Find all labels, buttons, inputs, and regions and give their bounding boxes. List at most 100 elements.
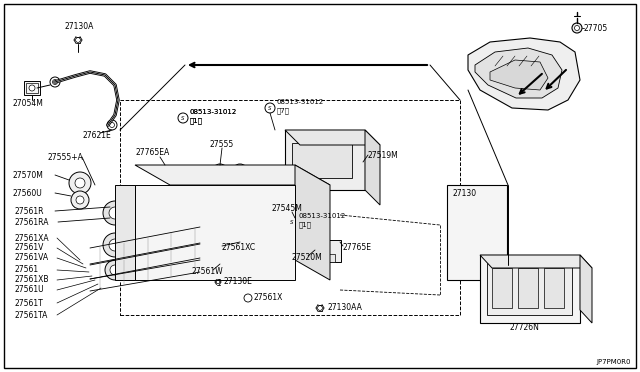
- Text: 27561VA: 27561VA: [14, 253, 48, 263]
- Text: JP7PM0R0: JP7PM0R0: [596, 359, 630, 365]
- Bar: [447, 185, 507, 280]
- Text: 27520M: 27520M: [292, 253, 323, 263]
- Bar: [201, 241, 224, 252]
- Circle shape: [109, 239, 121, 251]
- Text: 27561X: 27561X: [254, 294, 284, 302]
- Text: 08513-31012: 08513-31012: [190, 109, 237, 115]
- Text: 27765EA: 27765EA: [135, 148, 169, 157]
- Bar: [518, 268, 538, 308]
- Text: 27561TA: 27561TA: [14, 311, 47, 320]
- Polygon shape: [295, 165, 330, 280]
- Text: 27561V: 27561V: [14, 244, 44, 253]
- Circle shape: [50, 77, 60, 87]
- Text: 27519M: 27519M: [368, 151, 399, 160]
- Circle shape: [232, 164, 248, 180]
- Bar: [492, 268, 512, 308]
- Text: 27130: 27130: [453, 189, 477, 198]
- Bar: [257, 241, 280, 252]
- Polygon shape: [468, 38, 580, 110]
- Text: 27555+A: 27555+A: [47, 153, 83, 161]
- Bar: [173, 257, 196, 268]
- Circle shape: [109, 122, 115, 128]
- Circle shape: [69, 172, 91, 194]
- Circle shape: [29, 85, 35, 91]
- Text: S: S: [291, 219, 294, 224]
- Text: 27054M: 27054M: [12, 99, 43, 108]
- Circle shape: [75, 178, 85, 188]
- Circle shape: [164, 168, 172, 176]
- Bar: [257, 257, 280, 268]
- Circle shape: [76, 38, 81, 42]
- Bar: [145, 208, 175, 221]
- Bar: [145, 241, 168, 252]
- Circle shape: [71, 191, 89, 209]
- Circle shape: [105, 260, 125, 280]
- Bar: [480, 255, 580, 323]
- Bar: [26, 83, 38, 93]
- Text: 27570M: 27570M: [12, 170, 43, 180]
- Circle shape: [178, 113, 188, 123]
- Bar: [257, 225, 280, 237]
- Circle shape: [52, 80, 58, 84]
- Bar: [120, 100, 460, 315]
- Polygon shape: [365, 130, 380, 205]
- Bar: [229, 257, 252, 268]
- Bar: [325, 240, 341, 262]
- Bar: [145, 225, 168, 237]
- Text: 27130AA: 27130AA: [328, 304, 363, 312]
- Text: 27561W: 27561W: [192, 267, 223, 276]
- Text: 27545M: 27545M: [272, 203, 303, 212]
- Circle shape: [212, 164, 228, 180]
- Circle shape: [236, 168, 244, 176]
- Text: 27561T: 27561T: [14, 298, 43, 308]
- Bar: [285, 130, 365, 190]
- Text: 27561XC: 27561XC: [222, 244, 256, 253]
- Bar: [201, 225, 224, 237]
- Bar: [544, 268, 564, 308]
- Polygon shape: [480, 255, 592, 268]
- Text: 27726N: 27726N: [510, 323, 540, 331]
- Text: S: S: [181, 115, 185, 121]
- Circle shape: [76, 196, 84, 204]
- Circle shape: [107, 120, 117, 130]
- Text: 、1）: 、1）: [190, 118, 203, 124]
- Circle shape: [109, 207, 121, 219]
- Text: （1）: （1）: [190, 118, 203, 124]
- Text: 27561: 27561: [14, 266, 38, 275]
- Bar: [173, 225, 196, 237]
- Bar: [229, 225, 252, 237]
- Text: 27561RA: 27561RA: [14, 218, 49, 227]
- Circle shape: [244, 294, 252, 302]
- Bar: [145, 257, 168, 268]
- Text: 27705: 27705: [584, 23, 608, 32]
- Text: 27130A: 27130A: [64, 22, 93, 31]
- Circle shape: [166, 170, 170, 174]
- Text: 27561U: 27561U: [14, 285, 44, 295]
- Circle shape: [103, 201, 127, 225]
- Polygon shape: [475, 48, 562, 98]
- Text: 08513-31012: 08513-31012: [190, 109, 237, 115]
- Polygon shape: [135, 165, 330, 185]
- Polygon shape: [490, 60, 548, 90]
- Bar: [201, 257, 224, 268]
- Circle shape: [216, 168, 224, 176]
- Circle shape: [572, 23, 582, 33]
- Bar: [292, 143, 352, 178]
- Circle shape: [216, 280, 220, 284]
- Bar: [173, 241, 196, 252]
- Bar: [237, 190, 277, 204]
- Text: 27561XB: 27561XB: [14, 276, 49, 285]
- Circle shape: [110, 265, 120, 275]
- Text: 27130E: 27130E: [224, 278, 253, 286]
- Bar: [487, 263, 572, 315]
- Text: 27561XA: 27561XA: [14, 234, 49, 243]
- Text: （1）: （1）: [299, 222, 312, 228]
- Text: （7）: （7）: [277, 108, 290, 114]
- Bar: [181, 208, 211, 221]
- Circle shape: [265, 103, 275, 113]
- Bar: [325, 254, 335, 262]
- Circle shape: [287, 217, 297, 227]
- Bar: [229, 241, 252, 252]
- Polygon shape: [135, 185, 295, 280]
- Bar: [24, 81, 40, 95]
